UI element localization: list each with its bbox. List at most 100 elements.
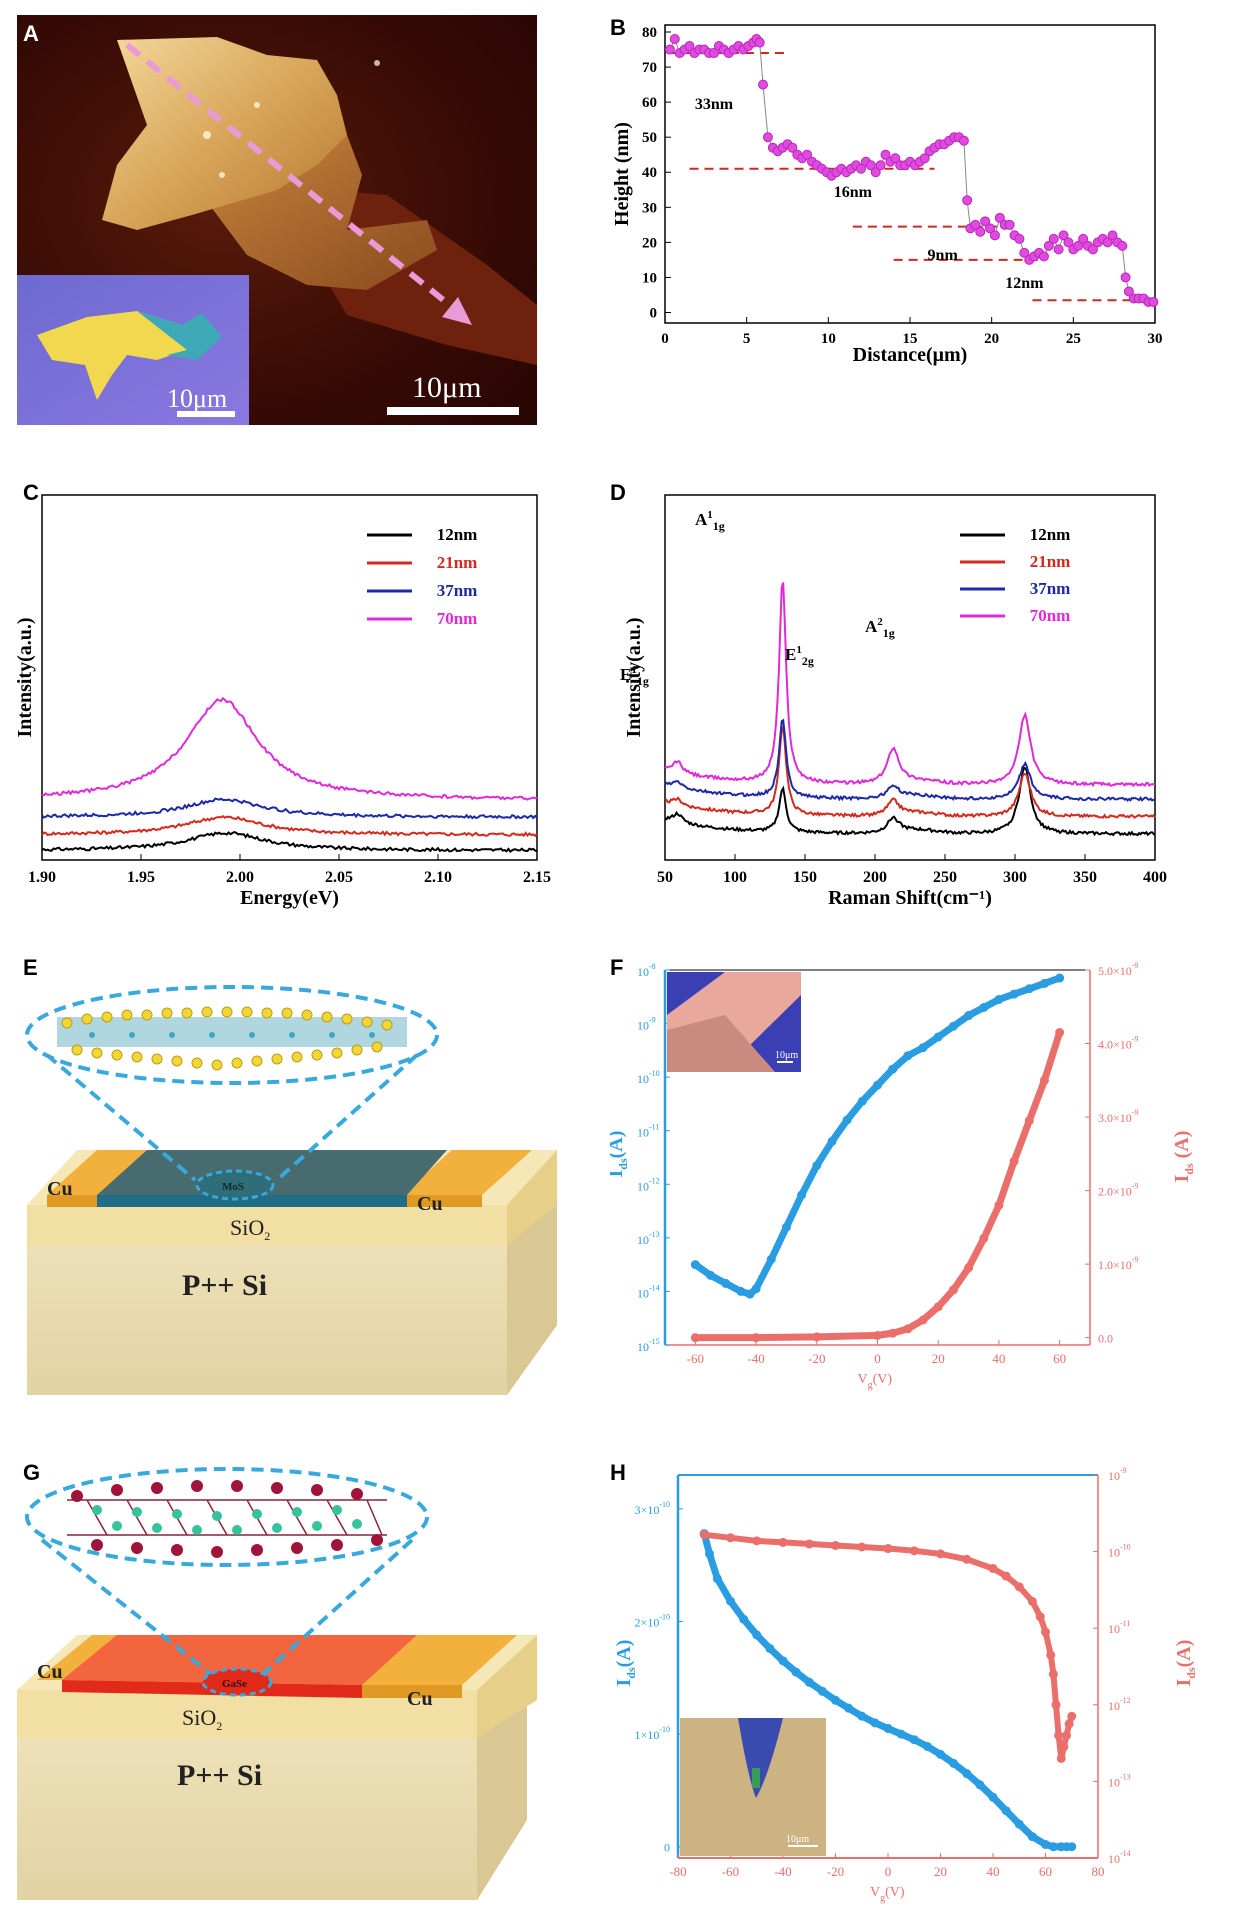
log-current-point: [1062, 1730, 1071, 1740]
raman-series-21nm: [664, 724, 1156, 819]
peak-label: E11g: [620, 664, 649, 688]
linear-current-point: [962, 1769, 972, 1779]
peak-label: E12g: [785, 644, 814, 668]
plot-frame: [664, 24, 1156, 324]
height-point: [875, 160, 886, 171]
height-point: [975, 226, 986, 237]
height-point: [1004, 219, 1015, 230]
linear-current-point: [791, 1667, 801, 1677]
plot-frame: [41, 494, 538, 861]
height-point: [787, 142, 798, 153]
left-y-tick-label: 10-11: [637, 1123, 659, 1140]
legend-label: 70nm: [437, 609, 478, 628]
height-point: [880, 149, 891, 160]
panel-label-g: G: [23, 1460, 41, 1485]
height-point: [890, 153, 901, 164]
x-tick-label: 40: [992, 1351, 1005, 1366]
height-point: [1014, 233, 1025, 244]
height-point: [664, 44, 675, 55]
log-current-point: [699, 1530, 709, 1540]
linear-current-point: [844, 1703, 854, 1713]
inset-scale-label: 10μm: [775, 1050, 798, 1061]
log-current-point: [1051, 1700, 1061, 1710]
height-point: [1087, 244, 1098, 255]
log-current-point: [1027, 1596, 1037, 1606]
panel-label-c: C: [23, 480, 39, 505]
height-point: [958, 135, 969, 146]
linear-current-point: [752, 1630, 762, 1640]
height-point: [856, 163, 866, 174]
peak-label: A11g: [695, 509, 725, 533]
gase-crystal-callout: [25, 1467, 429, 1567]
height-point: [1123, 286, 1134, 297]
scan-arrowhead: [442, 297, 472, 325]
x-tick-label: 0: [885, 1864, 892, 1879]
inset-flake: [752, 1768, 760, 1788]
panel-b: B 0 5 10 15 20 25 30 0 10 20 30 40 50 60 70 80 Distance(…: [610, 15, 1170, 435]
panel-g: G GaSe Cu Cu SiO2 P++ Si: [17, 1460, 557, 1900]
legend-label: 37nm: [1030, 579, 1071, 598]
x-tick-label: 100: [723, 869, 747, 886]
height-point: [762, 132, 773, 143]
x-tick-label: 50: [657, 869, 673, 886]
raman-series-37nm: [664, 718, 1156, 802]
log-current-point: [752, 1536, 762, 1546]
sio2-layer-side: [477, 1635, 537, 1738]
scan-line-arrow: [125, 42, 464, 318]
linear-current-point: [778, 1656, 788, 1666]
left-y-tick-label: 10-15: [637, 1337, 660, 1354]
linear-current-point: [1027, 1832, 1037, 1842]
height-point: [970, 219, 981, 230]
log-current-point: [909, 1546, 919, 1556]
linear-current-point: [1014, 1819, 1024, 1829]
linear-current-point: [857, 1711, 867, 1721]
left-electrode-label: Cu: [47, 1178, 73, 1200]
x-tick-label: 20: [934, 1864, 947, 1879]
oxide-label: SiO2: [230, 1215, 270, 1243]
linear-current-point: [765, 1643, 775, 1653]
height-point: [1078, 233, 1089, 244]
log-current-point: [1059, 1742, 1069, 1752]
si-substrate-front: [17, 1700, 527, 1900]
linear-current-point: [739, 1614, 749, 1624]
x-tick-label: -20: [827, 1864, 844, 1879]
main-scale-bar: [387, 407, 519, 415]
linear-current-point: [922, 1741, 932, 1751]
step-annotation: 12nm: [1005, 275, 1044, 292]
log-current-point: [804, 1539, 814, 1549]
y-axis-label: Height (nm): [611, 122, 633, 226]
left-y-tick-label: 10-10: [637, 1069, 660, 1086]
plot-frame: [664, 494, 1156, 861]
height-profile-chart: 0 5 10 15 20 25 30 0 10 20 30 40 50 60 70 80 Distance(μm…: [611, 24, 1163, 366]
log-current-point: [936, 1549, 945, 1559]
panel-c: C 1.90 1.95 2.00 2.05 2.10 2.15 Energy(eV) Inte…: [14, 480, 567, 920]
channel-label: MoS: [222, 1181, 244, 1193]
x-tick-label: 150: [793, 869, 817, 886]
linear-current-point: [831, 1695, 840, 1705]
gase-device-schematic: GaSe Cu Cu SiO2 P++ Si: [17, 1467, 537, 1900]
log-current-point: [831, 1540, 840, 1550]
inset-scale-bar: [177, 411, 235, 417]
height-point: [994, 212, 1005, 223]
step-annotation: 16nm: [834, 184, 873, 201]
linear-current-point: [988, 1792, 998, 1802]
afm-image: 10μm 10μm: [17, 15, 537, 425]
x-tick-label: 350: [1073, 869, 1097, 886]
x-tick-label: -40: [747, 1351, 764, 1366]
right-y-tick-label: 10-10: [1108, 1543, 1131, 1560]
pl-series-70nm: [41, 696, 538, 801]
legend-label: 21nm: [437, 553, 478, 572]
height-point: [985, 223, 996, 234]
x-tick-label: 0: [874, 1351, 881, 1366]
height-point: [758, 79, 768, 90]
x-axis-label: Vg(V): [870, 1885, 905, 1904]
y-tick-label: 80: [642, 25, 657, 41]
sio2-layer-front: [27, 1205, 507, 1245]
x-tick-label: 20: [932, 1351, 945, 1366]
x-axis-label: Raman Shift(cm⁻¹): [828, 887, 992, 909]
height-point: [1117, 240, 1128, 251]
x-tick-label: 10: [821, 331, 836, 347]
legend-label: 70nm: [1030, 606, 1071, 625]
y-tick-label: 40: [642, 165, 657, 181]
linear-current-point: [870, 1718, 880, 1728]
